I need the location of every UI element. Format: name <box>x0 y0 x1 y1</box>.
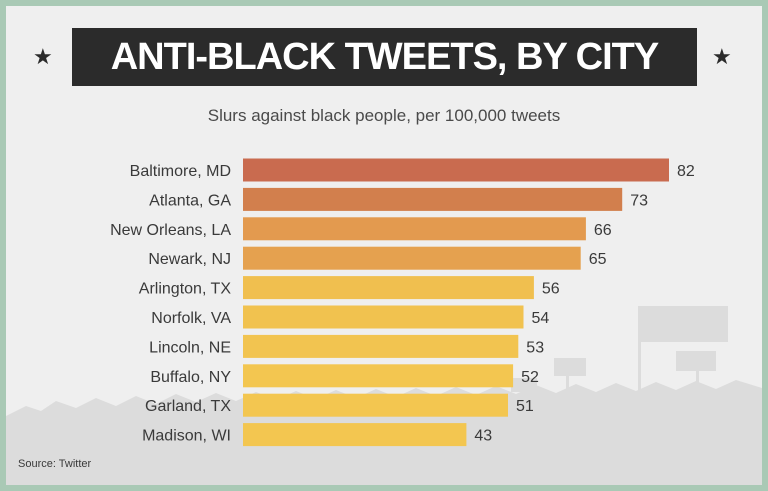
category-label: Arlington, TX <box>139 281 232 298</box>
bar <box>243 187 623 211</box>
bar <box>243 276 534 300</box>
value-label: 65 <box>589 251 607 268</box>
category-label: New Orleans, LA <box>110 222 231 239</box>
chart-title: ANTI-BLACK TWEETS, BY CITY <box>72 28 697 86</box>
star-icon: ★ <box>712 45 732 70</box>
value-label: 82 <box>677 163 695 180</box>
chart-subtitle: Slurs against black people, per 100,000 … <box>207 106 561 125</box>
value-label: 66 <box>594 222 612 239</box>
category-label: Garland, TX <box>145 398 231 415</box>
value-label: 43 <box>474 428 492 445</box>
category-label: Baltimore, MD <box>130 163 231 180</box>
value-label: 56 <box>542 281 560 298</box>
infographic-frame: ★ ANTI-BLACK TWEETS, BY CITY ★ Slurs aga… <box>6 6 762 485</box>
category-label: Norfolk, VA <box>151 310 231 327</box>
value-label: 54 <box>532 310 550 327</box>
bar <box>243 393 508 417</box>
value-label: 52 <box>521 369 539 386</box>
bar-chart: Baltimore, MD 82 Atlanta, GA 73 New Orleans,… <box>110 158 695 447</box>
category-label: Newark, NJ <box>148 251 231 268</box>
value-label: 73 <box>630 192 648 209</box>
category-label: Lincoln, NE <box>149 339 231 356</box>
source-note: Source: Twitter <box>18 458 92 470</box>
bar <box>243 423 467 447</box>
bar <box>243 334 519 358</box>
bar <box>243 217 586 241</box>
category-label: Buffalo, NY <box>150 369 231 386</box>
star-icon: ★ <box>33 45 53 70</box>
category-label: Madison, WI <box>142 428 231 445</box>
bar <box>243 305 524 329</box>
value-label: 51 <box>516 398 534 415</box>
value-label: 53 <box>526 339 544 356</box>
bar <box>243 364 514 388</box>
bar <box>243 158 669 182</box>
category-label: Atlanta, GA <box>149 192 231 209</box>
bar <box>243 246 581 270</box>
